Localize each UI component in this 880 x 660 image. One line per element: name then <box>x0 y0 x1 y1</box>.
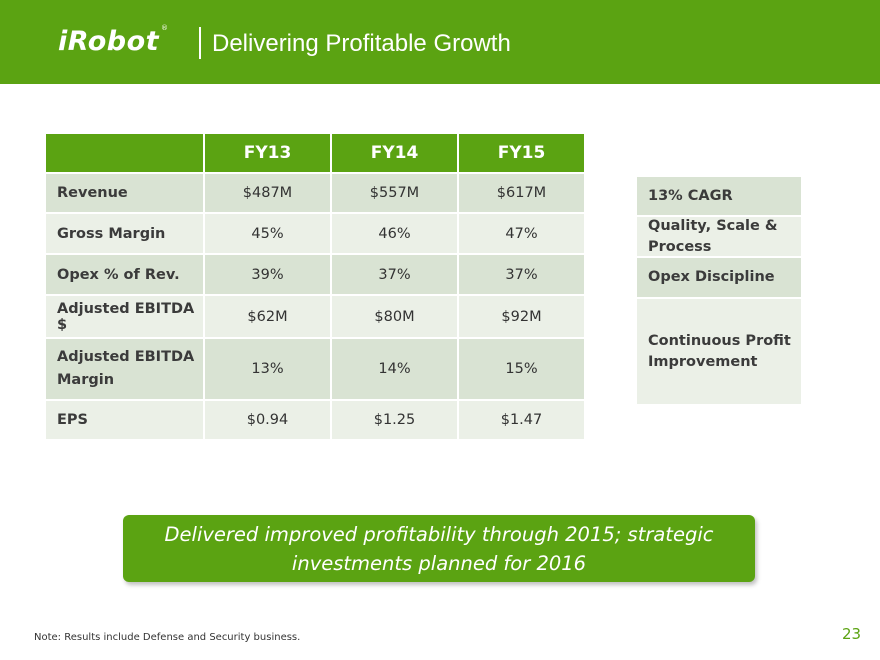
header-divider <box>199 27 201 59</box>
irobot-logo: iRobot ® <box>58 24 169 57</box>
table-cell: 15% <box>459 339 584 401</box>
row-label: Adjusted EBITDA $ <box>46 296 205 339</box>
table-header-row: FY13 FY14 FY15 <box>46 134 584 174</box>
table-cell: 47% <box>459 214 584 255</box>
header-empty-cell <box>46 134 205 174</box>
header-bar: iRobot ® Delivering Profitable Growth <box>0 0 880 84</box>
table-cell: 37% <box>332 255 459 296</box>
row-label: EPS <box>46 401 205 441</box>
table-cell: 46% <box>332 214 459 255</box>
footnote: Note: Results include Defense and Securi… <box>34 632 301 643</box>
notes-column: 13% CAGR Quality, Scale & Process Opex D… <box>637 177 801 404</box>
table-row: Opex % of Rev. 39% 37% 37% <box>46 255 584 296</box>
row-label: Gross Margin <box>46 214 205 255</box>
table-row: EPS $0.94 $1.25 $1.47 <box>46 401 584 441</box>
table-cell: $557M <box>332 174 459 214</box>
page-number: 23 <box>842 625 862 643</box>
table-cell: $617M <box>459 174 584 214</box>
table-cell: $1.25 <box>332 401 459 441</box>
note-opex-discipline: Opex Discipline <box>637 258 801 299</box>
table-row: Adjusted EBITDA $ $62M $80M $92M <box>46 296 584 339</box>
table-row: Revenue $487M $557M $617M <box>46 174 584 214</box>
table-cell: 13% <box>205 339 332 401</box>
column-header: FY14 <box>332 134 459 174</box>
row-label: Adjusted EBITDA Margin <box>46 339 205 401</box>
note-cagr: 13% CAGR <box>637 177 801 217</box>
callout-line-1: Delivered improved profitability through… <box>164 522 714 546</box>
table-cell: $487M <box>205 174 332 214</box>
financial-table: FY13 FY14 FY15 Revenue $487M $557M $617M… <box>46 134 584 441</box>
row-label: Revenue <box>46 174 205 214</box>
table-cell: $1.47 <box>459 401 584 441</box>
callout-line-2: investments planned for 2016 <box>291 551 587 575</box>
summary-callout: Delivered improved profitability through… <box>123 515 755 582</box>
table-cell: $92M <box>459 296 584 339</box>
table-cell: 39% <box>205 255 332 296</box>
table-cell: $0.94 <box>205 401 332 441</box>
table-row: Gross Margin 45% 46% 47% <box>46 214 584 255</box>
table-row: Adjusted EBITDA Margin 13% 14% 15% <box>46 339 584 401</box>
table-cell: 37% <box>459 255 584 296</box>
row-label: Opex % of Rev. <box>46 255 205 296</box>
table-cell: 45% <box>205 214 332 255</box>
table-cell: $80M <box>332 296 459 339</box>
column-header: FY15 <box>459 134 584 174</box>
note-continuous-profit: Continuous Profit Improvement <box>637 299 801 404</box>
note-quality-scale-process: Quality, Scale & Process <box>637 217 801 258</box>
table-cell: $62M <box>205 296 332 339</box>
column-header: FY13 <box>205 134 332 174</box>
table-cell: 14% <box>332 339 459 401</box>
slide-title: Delivering Profitable Growth <box>212 30 511 57</box>
